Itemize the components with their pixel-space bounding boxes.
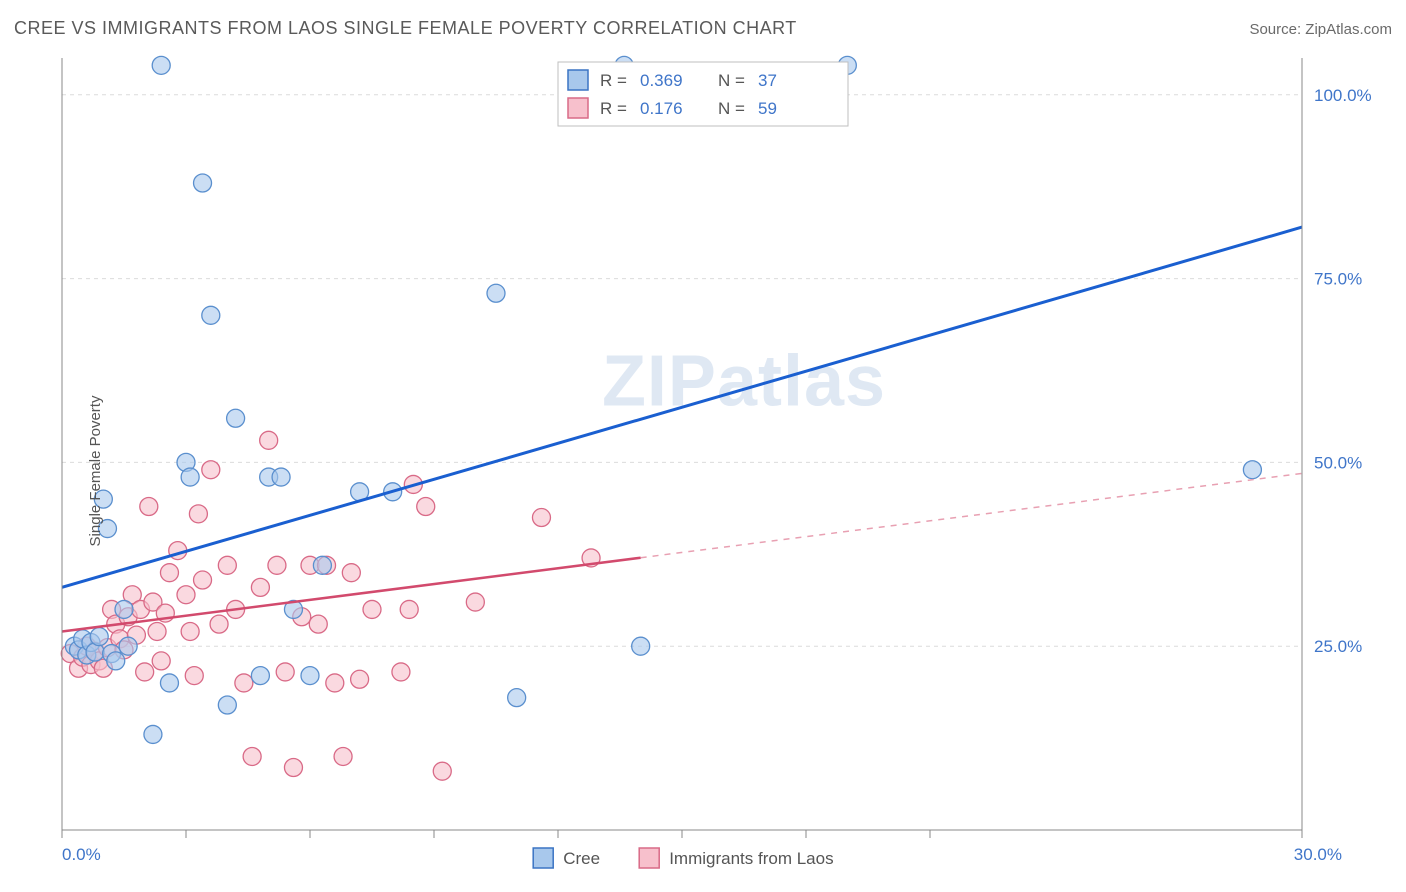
svg-text:0.176: 0.176 (640, 99, 683, 118)
svg-text:R =: R = (600, 71, 627, 90)
svg-text:25.0%: 25.0% (1314, 637, 1362, 656)
svg-text:75.0%: 75.0% (1314, 270, 1362, 289)
scatter-chart: 25.0% 50.0% 75.0% 100.0% ZIPatlas 0.0% 30.0% R … (14, 50, 1392, 890)
svg-text:N =: N = (718, 99, 745, 118)
plot-area: Single Female Poverty 25.0% 50.0% 75.0% 100… (14, 50, 1392, 892)
y-axis-label: Single Female Poverty (87, 396, 104, 547)
svg-text:37: 37 (758, 71, 777, 90)
svg-text:Cree: Cree (563, 849, 600, 868)
svg-text:Immigrants from Laos: Immigrants from Laos (669, 849, 833, 868)
svg-text:0.0%: 0.0% (62, 845, 101, 864)
svg-text:100.0%: 100.0% (1314, 86, 1372, 105)
svg-text:59: 59 (758, 99, 777, 118)
svg-text:R =: R = (600, 99, 627, 118)
source-label: Source: ZipAtlas.com (1249, 21, 1392, 38)
chart-title: CREE VS IMMIGRANTS FROM LAOS SINGLE FEMA… (14, 18, 797, 39)
svg-text:50.0%: 50.0% (1314, 453, 1362, 472)
header: CREE VS IMMIGRANTS FROM LAOS SINGLE FEMA… (14, 18, 1392, 39)
svg-text:0.369: 0.369 (640, 71, 683, 90)
svg-text:30.0%: 30.0% (1294, 845, 1342, 864)
svg-text:ZIPatlas: ZIPatlas (602, 341, 886, 421)
svg-text:N =: N = (718, 71, 745, 90)
